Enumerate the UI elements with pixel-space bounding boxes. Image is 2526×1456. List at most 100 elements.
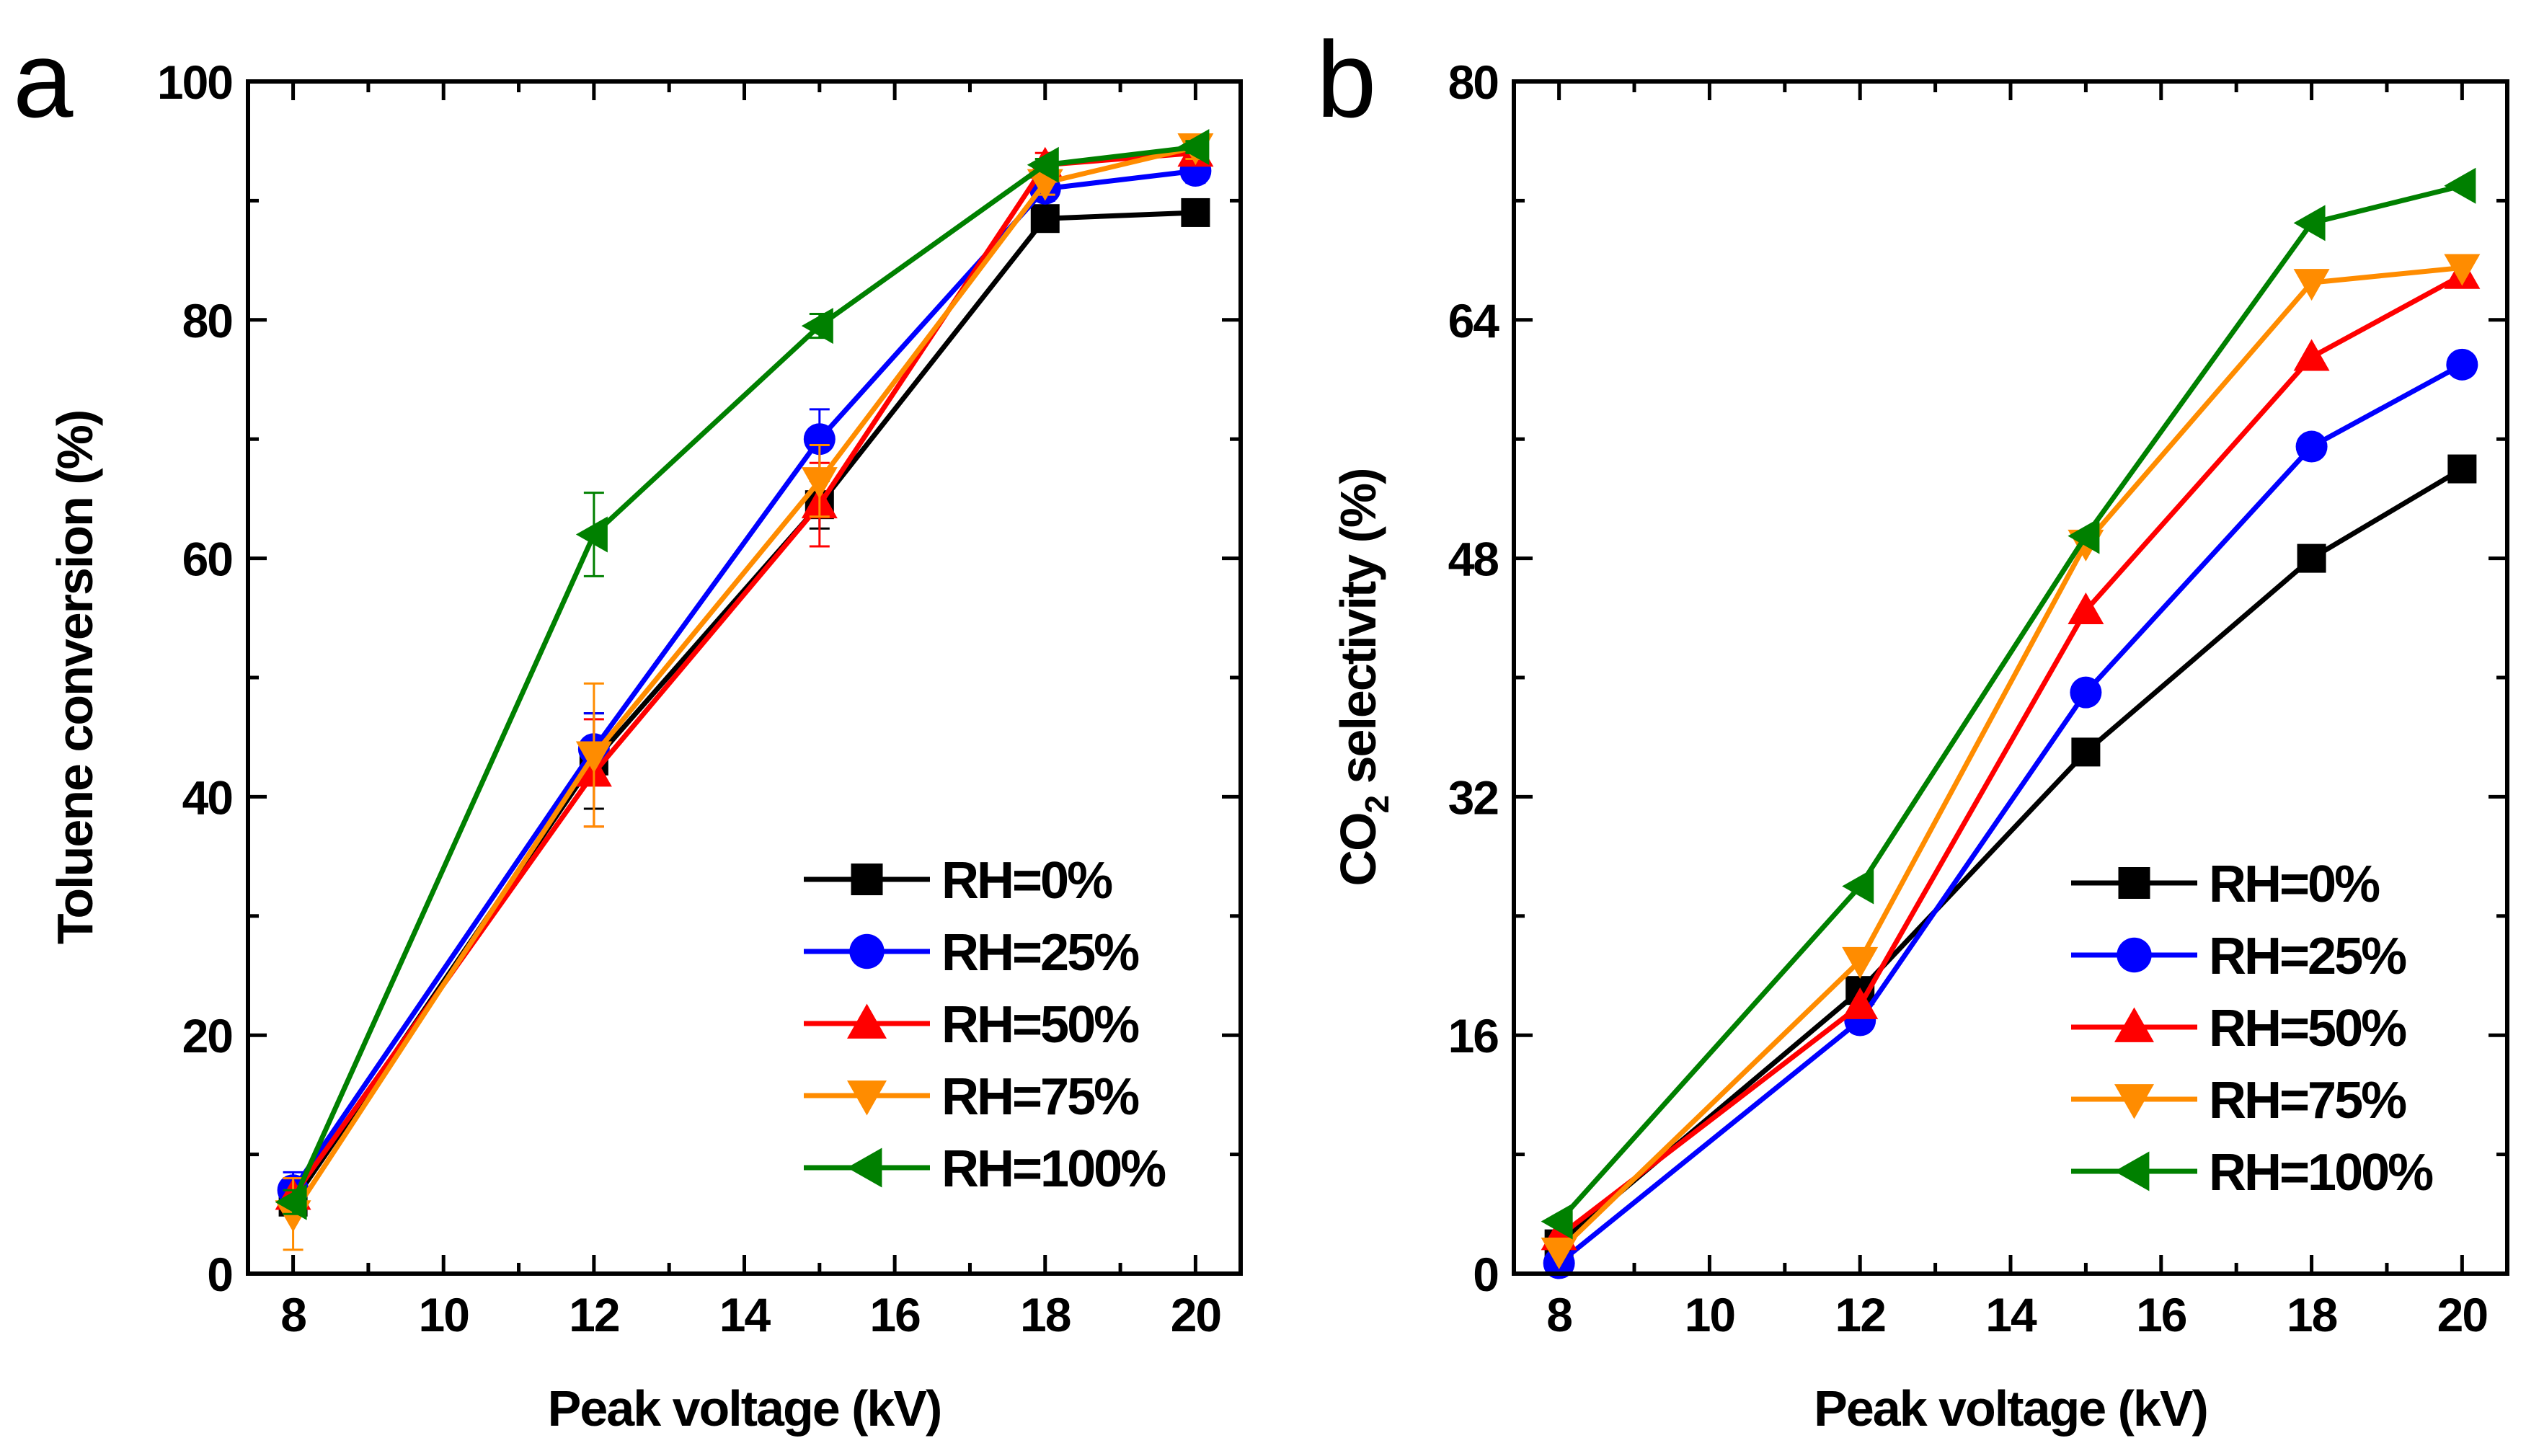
legend: RH=0% RH=25% RH=50% RH=75% RH=100% (2071, 856, 2435, 1202)
legend-marker (847, 1080, 887, 1116)
series-RH=100% (1541, 167, 2476, 1240)
x-axis-title: Peak voltage (kV) (1814, 1380, 2207, 1437)
data-point (1030, 204, 1060, 234)
x-tick-label: 18 (1020, 1288, 1071, 1341)
data-point (1541, 1203, 1573, 1240)
legend-item: RH=25% (804, 924, 1141, 982)
data-point (275, 1184, 307, 1220)
x-tick-label: 10 (419, 1288, 469, 1341)
data-point (2295, 430, 2328, 463)
x-tick-label: 8 (1546, 1288, 1572, 1341)
x-tick-label: 14 (1985, 1288, 2037, 1341)
data-point (575, 516, 608, 553)
data-point (803, 423, 836, 456)
data-point (2068, 518, 2100, 554)
data-point (1027, 146, 1059, 183)
data-point (2297, 543, 2326, 573)
x-axis-title: Peak voltage (kV) (548, 1380, 941, 1437)
y-tick-label: 80 (182, 294, 232, 347)
y-tick-label: 32 (1448, 771, 1499, 824)
data-point (2070, 676, 2102, 709)
legend-marker (851, 864, 883, 895)
legend-label: RH=100% (941, 1140, 1166, 1198)
legend-item: RH=0% (2071, 856, 2382, 913)
legend-marker (2118, 867, 2150, 899)
legend-marker (2114, 1007, 2154, 1042)
legend-marker (847, 1003, 887, 1039)
legend-item: RH=50% (2071, 1000, 2408, 1057)
data-point (2446, 348, 2478, 381)
legend-label: RH=50% (2209, 1000, 2406, 1057)
legend-item: RH=100% (804, 1140, 1168, 1198)
legend-item: RH=100% (2071, 1144, 2435, 1202)
data-point (2068, 592, 2104, 624)
x-tick-label: 18 (2287, 1288, 2337, 1341)
y-axis-title-part: CO (1330, 813, 1386, 886)
y-tick-label: 48 (1448, 533, 1499, 586)
y-tick-label: 60 (182, 533, 232, 586)
y-axis-title-subscript: 2 (1358, 796, 1396, 813)
legend-label: RH=0% (941, 852, 1112, 910)
data-point (1842, 868, 1874, 905)
y-tick-label: 64 (1448, 294, 1500, 347)
data-point (801, 308, 833, 345)
legend-marker (2114, 1084, 2154, 1119)
data-point (2293, 339, 2330, 371)
data-point (1842, 946, 1879, 979)
x-tick-label: 14 (719, 1288, 771, 1341)
series-RH=50% (1541, 257, 2481, 1251)
data-point (801, 467, 838, 500)
x-tick-label: 12 (1835, 1288, 1886, 1341)
series-RH=0% (278, 197, 1210, 1217)
y-tick-label: 40 (182, 771, 232, 824)
legend-item: RH=25% (2071, 928, 2408, 985)
data-point (2444, 167, 2476, 204)
y-tick-label: 80 (1448, 56, 1498, 109)
legend-item: RH=50% (804, 996, 1141, 1054)
x-tick-label: 16 (2136, 1288, 2186, 1341)
x-tick-label: 20 (2437, 1288, 2487, 1341)
y-tick-label: 16 (1448, 1009, 1499, 1062)
panel-letter: a (13, 19, 74, 140)
panel-letter: b (1316, 19, 1376, 140)
y-axis-title-part: selectivity (%) (1330, 469, 1386, 796)
data-point (2447, 454, 2477, 484)
legend-label: RH=25% (941, 924, 1139, 982)
x-tick-label: 16 (869, 1288, 920, 1341)
legend-item: RH=0% (804, 852, 1114, 910)
panel-b-co2-selectivity: b 8 10 12 14 16 18 20 0 16 32 48 64 80 Peak voltage (k… (1316, 19, 2509, 1437)
legend-marker (2117, 937, 2152, 973)
legend-label: RH=100% (2209, 1144, 2433, 1202)
x-tick-label: 20 (1171, 1288, 1220, 1341)
data-point (2071, 737, 2101, 767)
legend-label: RH=25% (2209, 928, 2406, 985)
plot-frame (246, 79, 1243, 1276)
legend-label: RH=75% (2209, 1072, 2406, 1129)
data-point (2293, 205, 2326, 241)
data-point (1541, 1237, 1577, 1269)
legend-label: RH=75% (941, 1068, 1139, 1126)
data-point (1181, 197, 1210, 227)
x-tick-label: 12 (569, 1288, 619, 1341)
y-tick-label: 0 (207, 1248, 232, 1301)
data-point (575, 741, 612, 773)
legend-item: RH=75% (804, 1068, 1141, 1126)
y-tick-label: 0 (1473, 1248, 1498, 1301)
x-tick-label: 10 (1685, 1288, 1734, 1341)
series-line (1557, 183, 2463, 1223)
series-line (291, 144, 1197, 1216)
legend-label: RH=50% (941, 996, 1139, 1054)
y-axis-title: Toluene conversion (%) (47, 411, 103, 944)
data-point (2444, 254, 2481, 286)
y-tick-label: 20 (182, 1009, 232, 1062)
plot-frame (1512, 79, 2509, 1276)
y-tick-label: 100 (157, 56, 232, 109)
legend: RH=0% RH=25% RH=50% RH=75% RH=100% (804, 852, 1168, 1198)
x-tick-label: 8 (280, 1288, 306, 1341)
legend-label: RH=0% (2209, 856, 2380, 913)
y-axis-title: CO2 selectivity (%) (1330, 469, 1396, 887)
series-RH=0% (1544, 454, 2477, 1259)
series-RH=25% (1543, 348, 2478, 1279)
data-point (1177, 128, 1210, 165)
